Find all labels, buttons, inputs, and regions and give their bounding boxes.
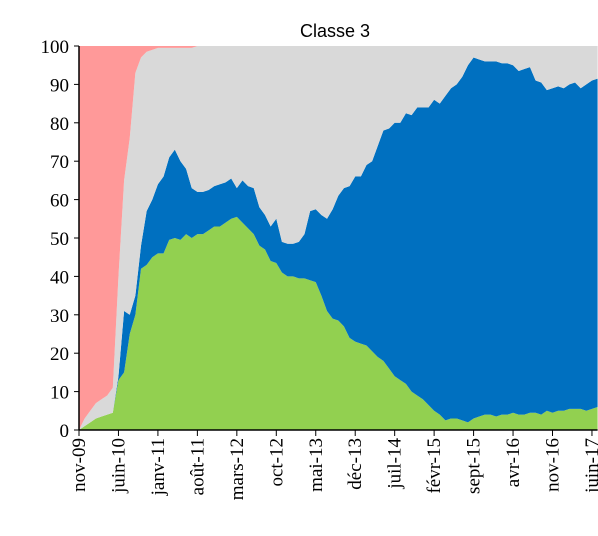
y-tick-label: 60 [50, 191, 69, 212]
x-tick-label: avr-16 [503, 438, 524, 487]
area [79, 57, 598, 431]
chart-title: Classe 3 [300, 21, 370, 41]
area [79, 46, 598, 430]
y-tick-label: 40 [50, 267, 69, 288]
x-tick-label: nov-16 [543, 438, 564, 492]
x-tick-label: juil-14 [385, 438, 406, 490]
y-tick-label: 0 [60, 421, 70, 442]
x-tick-label: déc-13 [345, 438, 366, 490]
y-tick-label: 70 [50, 152, 69, 173]
y-tick-label: 30 [50, 306, 69, 327]
x-tick-label: mai-13 [306, 438, 327, 492]
x-tick-label: janv-11 [148, 438, 169, 496]
x-tick-label: juin-10 [108, 438, 129, 494]
x-tick-label: août-11 [187, 438, 208, 495]
y-tick-label: 50 [50, 229, 69, 250]
area [79, 46, 598, 430]
y-tick-label: 10 [50, 383, 69, 404]
x-tick-label: mars-12 [227, 438, 248, 500]
x-tick-label: sept-15 [464, 438, 485, 494]
x-tick-label: juin-17 [582, 438, 598, 494]
x-tick-label: févr-15 [424, 438, 445, 494]
x-tick-label: nov-09 [69, 438, 90, 492]
y-tick-label: 90 [50, 75, 69, 96]
y-tick-label: 80 [50, 114, 69, 135]
y-tick-label: 100 [41, 37, 70, 58]
y-tick-label: 20 [50, 344, 69, 365]
x-tick-label: oct-12 [266, 438, 287, 487]
area [79, 216, 598, 430]
